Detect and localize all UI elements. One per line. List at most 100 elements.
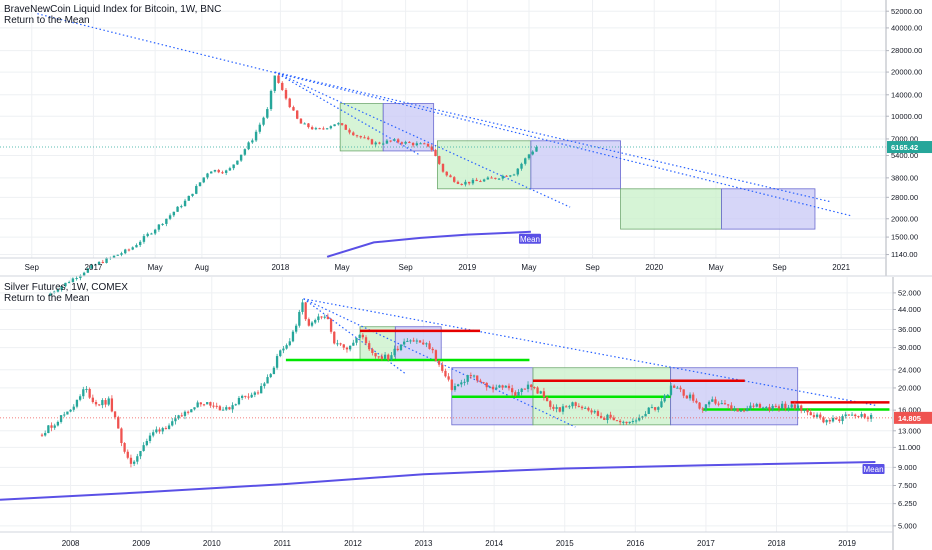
candle-body <box>266 109 269 118</box>
candle-body <box>198 182 202 187</box>
candle-body <box>157 224 161 230</box>
price-axis-label: 52.000 <box>898 288 921 297</box>
candle-body <box>411 142 415 146</box>
candle-body <box>622 421 625 423</box>
trendline <box>274 71 832 203</box>
candle-body <box>419 143 422 145</box>
time-axis-label: 2008 <box>62 539 80 548</box>
candle-body <box>822 417 825 423</box>
candle-body <box>164 428 168 430</box>
price-axis-label: 20.000 <box>898 384 921 393</box>
candle-body <box>488 386 492 388</box>
candle-body <box>256 392 260 394</box>
candle-body <box>348 129 351 133</box>
candle-body <box>320 316 323 318</box>
candle-body <box>777 406 781 409</box>
candle-body <box>174 418 177 422</box>
candle-body <box>669 385 673 395</box>
candle-body <box>666 394 669 396</box>
candle-body <box>524 158 527 164</box>
candle-body <box>396 139 400 143</box>
bitcoin-indicator-label: Return to the Mean <box>4 15 90 26</box>
candle-body <box>828 420 831 422</box>
candle-body <box>812 415 816 417</box>
candle-body <box>329 126 333 129</box>
candle-body <box>486 177 490 180</box>
candle-body <box>520 388 523 392</box>
candle-body <box>129 457 133 464</box>
candle-body <box>558 407 561 412</box>
candle-body <box>228 407 231 410</box>
candle-body <box>193 407 196 410</box>
candle-body <box>277 75 280 83</box>
candle-body <box>310 322 314 326</box>
candle-body <box>771 405 774 410</box>
time-axis-label: Aug <box>195 263 209 272</box>
candle-body <box>234 404 237 406</box>
candle-body <box>307 123 310 128</box>
price-axis-label: 28000.00 <box>891 46 922 55</box>
candle-body <box>815 414 819 417</box>
candle-body <box>781 403 784 409</box>
candle-body <box>240 395 244 398</box>
candle-body <box>688 394 692 399</box>
candle-body <box>183 411 187 416</box>
candle-body <box>355 135 359 137</box>
candle-body <box>533 387 536 389</box>
candle-body <box>682 389 685 396</box>
candle-body <box>381 143 385 145</box>
candle-body <box>161 223 164 225</box>
time-axis-label: 2011 <box>274 539 292 548</box>
candle-body <box>800 405 803 411</box>
candle-body <box>177 415 180 419</box>
candle-body <box>374 142 377 145</box>
last-price-label: 14.805 <box>898 414 921 423</box>
candle-body <box>512 174 516 176</box>
candle-body <box>863 414 866 418</box>
candle-body <box>644 413 647 417</box>
last-price-badge <box>887 141 932 154</box>
candle-body <box>247 142 250 150</box>
candle-body <box>523 388 527 390</box>
last-price-label: 6165.42 <box>891 143 918 152</box>
candle-body <box>422 342 425 345</box>
price-axis-label: 16.000 <box>898 406 921 415</box>
candle-body <box>180 206 183 208</box>
candle-body <box>707 401 711 405</box>
candle-body <box>408 141 411 143</box>
candle-body <box>692 394 695 401</box>
candle-body <box>390 355 393 360</box>
candle-body <box>441 163 445 172</box>
candle-body <box>326 316 330 320</box>
candle-body <box>72 406 75 410</box>
candle-body <box>344 124 348 130</box>
candle-body <box>40 434 44 436</box>
candle-body <box>393 348 396 356</box>
candle-body <box>389 140 392 142</box>
candle-body <box>135 245 138 248</box>
candle-body <box>221 172 224 174</box>
candle-body <box>437 360 441 365</box>
candle-body <box>79 275 82 279</box>
candle-body <box>574 402 577 406</box>
candle-body <box>50 425 53 428</box>
candle-body <box>337 123 340 125</box>
candle-body <box>279 350 282 357</box>
candle-body <box>236 160 239 165</box>
candle-body <box>148 435 152 441</box>
candle-body <box>445 171 448 176</box>
candle-body <box>190 409 193 413</box>
candle-body <box>359 136 362 138</box>
time-axis-label: Sep <box>25 263 40 272</box>
candle-body <box>490 177 493 179</box>
time-axis-label: 2017 <box>85 263 103 272</box>
time-axis-label: Sep <box>585 263 600 272</box>
candle-body <box>838 419 841 422</box>
candle-body <box>82 389 85 397</box>
candle-body <box>701 408 704 410</box>
candle-body <box>695 400 698 403</box>
time-axis-label: 2013 <box>415 539 433 548</box>
candle-body <box>228 168 232 171</box>
candle-body <box>857 416 860 418</box>
candle-body <box>212 405 215 407</box>
